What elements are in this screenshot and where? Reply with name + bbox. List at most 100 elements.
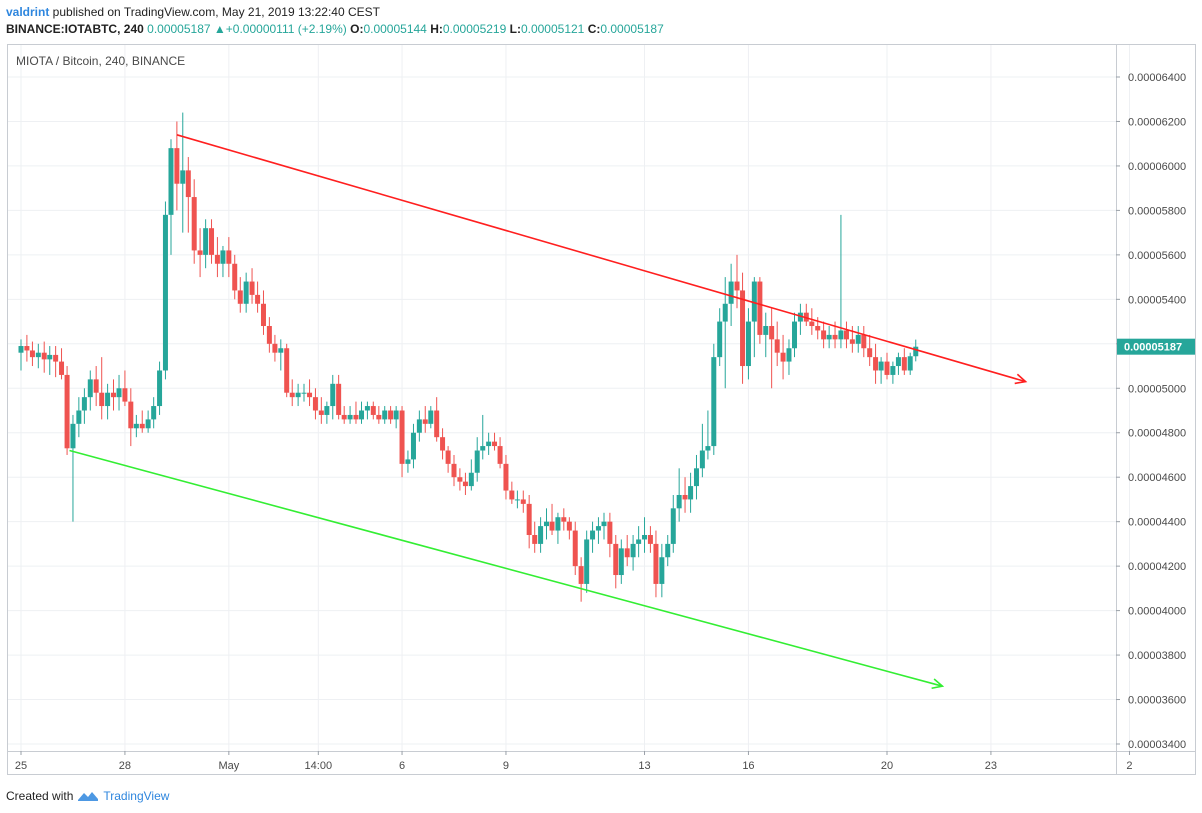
candle-body xyxy=(751,281,757,322)
last-value: 0.00005187 xyxy=(147,22,211,36)
candle-body xyxy=(301,392,307,394)
candle-body xyxy=(468,472,474,487)
time-axis[interactable]: 25 28 May 14:00 6 9 13 16 20 23 2 xyxy=(15,751,1133,772)
candle xyxy=(462,472,468,495)
candle-body xyxy=(440,437,446,451)
price-tick-label: 0.00006200 xyxy=(1128,116,1186,128)
candle xyxy=(266,317,272,353)
candle xyxy=(613,535,619,589)
candle-body xyxy=(624,548,630,558)
candle-body xyxy=(180,170,186,184)
author-link[interactable]: valdrint xyxy=(6,5,50,19)
candle-body xyxy=(255,294,261,304)
time-tick-label: 14:00 xyxy=(305,760,333,772)
candle-body xyxy=(312,397,318,411)
candle xyxy=(890,361,896,384)
candle xyxy=(289,379,295,407)
candle xyxy=(353,401,359,424)
candle-body xyxy=(699,450,705,469)
candle xyxy=(486,432,492,455)
candle-body xyxy=(797,312,803,322)
candle xyxy=(457,468,463,491)
time-tick-label: 2 xyxy=(1126,760,1132,772)
candle xyxy=(659,543,665,598)
candle xyxy=(474,437,480,482)
price-tick-label: 0.00005000 xyxy=(1128,383,1186,395)
candle xyxy=(751,277,757,358)
candle-body xyxy=(445,450,451,464)
candle-body xyxy=(647,535,653,544)
candle-body xyxy=(728,281,734,304)
close-label: C: xyxy=(587,22,601,36)
candle xyxy=(284,343,290,398)
candle xyxy=(705,410,711,460)
candle-body xyxy=(410,432,416,460)
candle xyxy=(41,341,47,373)
candle-body xyxy=(717,321,723,358)
tradingview-brand-link[interactable]: TradingView xyxy=(103,789,170,803)
candle-body xyxy=(203,228,209,255)
candle xyxy=(307,379,313,407)
support-arrowhead-icon xyxy=(931,678,945,690)
candle xyxy=(232,254,238,300)
candle-body xyxy=(659,557,665,584)
candle-body xyxy=(497,446,503,464)
candle-body xyxy=(509,490,515,500)
candle xyxy=(70,414,76,522)
candle-body xyxy=(474,450,480,473)
low-value: 0.00005121 xyxy=(520,22,585,36)
candle xyxy=(81,388,87,424)
candle-body xyxy=(29,350,35,358)
candle-body xyxy=(514,499,520,501)
candle-body xyxy=(705,446,711,451)
candle xyxy=(532,521,538,553)
candle-body xyxy=(278,348,284,353)
candle xyxy=(595,517,601,544)
candle xyxy=(105,383,111,420)
candle xyxy=(526,494,532,549)
candle-body xyxy=(370,406,376,415)
candle-body xyxy=(792,321,798,349)
price-tick-label: 0.00003600 xyxy=(1128,695,1186,707)
candle xyxy=(312,388,318,420)
candle xyxy=(151,397,157,429)
candle xyxy=(630,535,636,571)
candle xyxy=(18,339,24,371)
price-tick-label: 0.00006400 xyxy=(1128,72,1186,84)
candle-body xyxy=(336,383,342,415)
candle-body xyxy=(376,414,382,420)
candle xyxy=(191,179,197,264)
candle xyxy=(757,277,763,344)
candle-body xyxy=(613,543,619,576)
candle-body xyxy=(428,410,434,424)
candle xyxy=(220,245,226,278)
candle xyxy=(503,454,509,500)
candle-body xyxy=(555,517,561,531)
candle-body xyxy=(226,250,232,264)
candle xyxy=(145,410,151,433)
candle-body xyxy=(76,410,82,424)
candle xyxy=(699,423,705,478)
candle xyxy=(867,334,873,367)
candle-body xyxy=(630,543,636,558)
resistance-trendline[interactable] xyxy=(176,134,1026,383)
candle xyxy=(676,468,682,522)
trendlines[interactable] xyxy=(69,134,1028,690)
time-tick-label: 9 xyxy=(503,760,509,772)
candle-body xyxy=(566,521,572,531)
candle xyxy=(774,321,780,367)
support-trendline[interactable] xyxy=(69,449,943,687)
candle xyxy=(786,339,792,375)
candle xyxy=(601,512,607,540)
candle-body xyxy=(185,170,191,198)
candle xyxy=(255,281,261,313)
candle xyxy=(769,308,775,389)
candle-body xyxy=(722,303,728,322)
candle-body xyxy=(24,346,30,351)
candle xyxy=(907,352,913,375)
chart-title: MIOTA / Bitcoin, 240, BINANCE xyxy=(16,54,185,68)
candle-body xyxy=(174,148,180,184)
candle xyxy=(93,366,99,407)
candle-body xyxy=(341,414,347,420)
